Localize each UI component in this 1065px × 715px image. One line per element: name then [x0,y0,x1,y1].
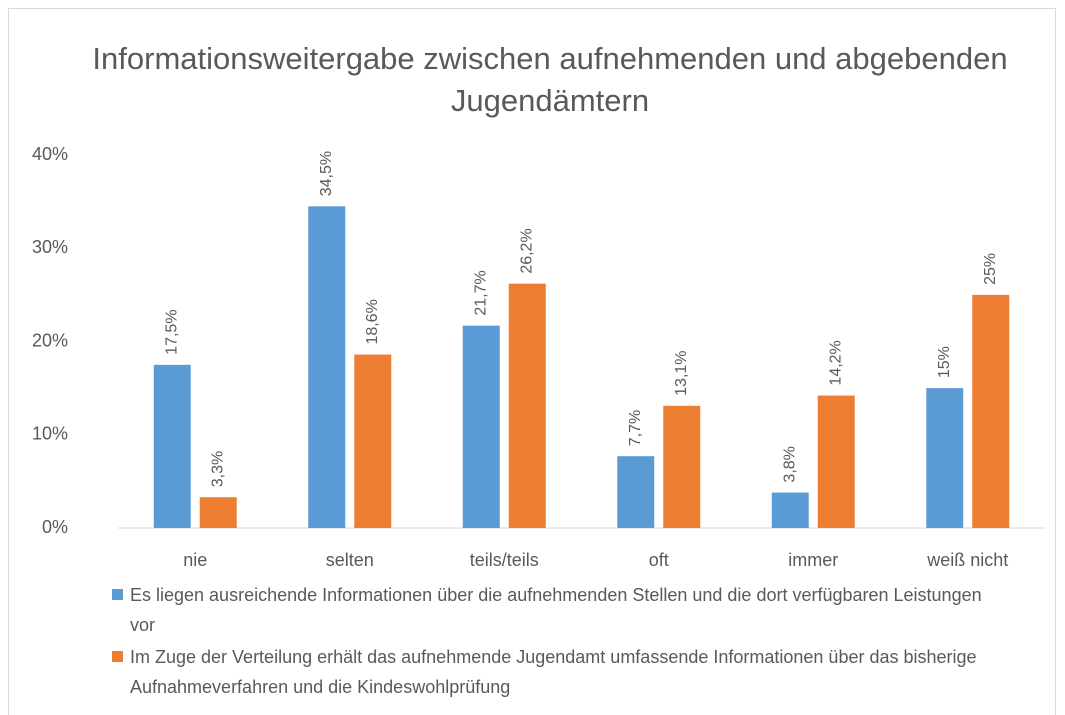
bar [199,497,237,528]
x-tick-label: weiß nicht [926,550,1008,570]
legend-entry: Es liegen ausreichende Informationen übe… [112,580,990,640]
chart-title: Informationsweitergabe zwischen aufnehme… [92,41,1008,118]
legend-entry: Im Zuge der Verteilung erhält das aufneh… [112,642,990,702]
bar [354,354,392,528]
bar [771,492,809,528]
value-label: 13,1% [673,350,690,395]
bar [972,294,1010,528]
value-label: 14,2% [827,340,844,385]
value-label: 34,5% [318,151,335,196]
value-label: 7,7% [627,410,644,446]
y-tick-label: 30% [32,237,68,257]
value-label: 3,3% [209,451,226,487]
bar [663,405,701,528]
bar [462,325,500,528]
value-label: 25% [982,253,999,285]
bar [153,364,191,528]
x-tick-label: teils/teils [470,550,539,570]
bar [308,206,346,528]
y-tick-label: 40% [32,144,68,164]
legend-swatch [112,651,123,662]
value-label: 18,6% [364,299,381,344]
legend-label: Es liegen ausreichende Informationen übe… [130,585,982,635]
x-tick-label: nie [183,550,207,570]
y-tick-label: 10% [32,424,68,444]
value-label: 3,8% [781,446,798,482]
x-tick-label: immer [788,550,838,570]
bar [817,395,855,528]
bar [508,283,546,528]
value-label: 17,5% [163,309,180,354]
value-label: 15% [936,346,953,378]
value-label: 21,7% [472,270,489,315]
legend-swatch [112,589,123,600]
x-tick-label: oft [649,550,669,570]
chart-border [8,8,1056,715]
y-tick-label: 0% [42,517,68,537]
value-label: 26,2% [518,228,535,273]
legend: Es liegen ausreichende Informationen übe… [112,580,1012,704]
y-tick-label: 20% [32,330,68,350]
bar [926,388,964,528]
bar [617,456,655,528]
x-tick-label: selten [326,550,374,570]
legend-label: Im Zuge der Verteilung erhält das aufneh… [130,647,977,697]
